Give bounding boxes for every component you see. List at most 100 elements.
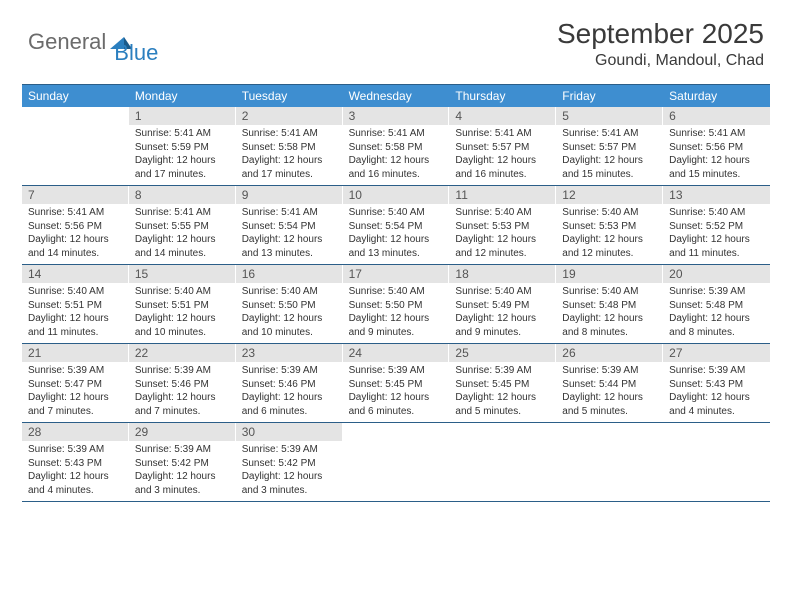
daylight-line: Daylight: 12 hours and 12 minutes. (455, 233, 550, 260)
calendar-day-cell: 27Sunrise: 5:39 AMSunset: 5:43 PMDayligh… (663, 344, 770, 422)
sunrise-line: Sunrise: 5:39 AM (562, 364, 657, 378)
calendar-week-row: 28Sunrise: 5:39 AMSunset: 5:43 PMDayligh… (22, 423, 770, 502)
sunset-line: Sunset: 5:56 PM (28, 220, 123, 234)
sunrise-line: Sunrise: 5:41 AM (242, 206, 337, 220)
day-number: 13 (663, 186, 770, 204)
day-number: 8 (129, 186, 236, 204)
day-details: Sunrise: 5:41 AMSunset: 5:56 PMDaylight:… (22, 204, 129, 264)
sunrise-line: Sunrise: 5:41 AM (135, 127, 230, 141)
sunset-line: Sunset: 5:48 PM (562, 299, 657, 313)
calendar-day-cell: 19Sunrise: 5:40 AMSunset: 5:48 PMDayligh… (556, 265, 663, 343)
weekday-header: Sunday (22, 85, 129, 107)
day-details: Sunrise: 5:39 AMSunset: 5:43 PMDaylight:… (22, 441, 129, 501)
calendar-day-cell: .. (556, 423, 663, 501)
day-details: Sunrise: 5:39 AMSunset: 5:42 PMDaylight:… (129, 441, 236, 501)
day-number: 5 (556, 107, 663, 125)
daylight-line: Daylight: 12 hours and 7 minutes. (28, 391, 123, 418)
calendar-day-cell: 5Sunrise: 5:41 AMSunset: 5:57 PMDaylight… (556, 107, 663, 185)
day-details: Sunrise: 5:41 AMSunset: 5:57 PMDaylight:… (449, 125, 556, 185)
sunset-line: Sunset: 5:42 PM (242, 457, 337, 471)
day-number: 28 (22, 423, 129, 441)
daylight-line: Daylight: 12 hours and 11 minutes. (28, 312, 123, 339)
calendar-day-cell: 16Sunrise: 5:40 AMSunset: 5:50 PMDayligh… (236, 265, 343, 343)
title-block: September 2025 Goundi, Mandoul, Chad (557, 18, 764, 70)
calendar-day-cell: 9Sunrise: 5:41 AMSunset: 5:54 PMDaylight… (236, 186, 343, 264)
calendar-day-cell: 10Sunrise: 5:40 AMSunset: 5:54 PMDayligh… (343, 186, 450, 264)
calendar-day-cell: 14Sunrise: 5:40 AMSunset: 5:51 PMDayligh… (22, 265, 129, 343)
day-number: 29 (129, 423, 236, 441)
sunset-line: Sunset: 5:58 PM (242, 141, 337, 155)
sunset-line: Sunset: 5:51 PM (135, 299, 230, 313)
calendar-week-row: 14Sunrise: 5:40 AMSunset: 5:51 PMDayligh… (22, 265, 770, 344)
weekday-header: Saturday (663, 85, 770, 107)
calendar-day-cell: .. (343, 423, 450, 501)
day-details: Sunrise: 5:40 AMSunset: 5:50 PMDaylight:… (236, 283, 343, 343)
daylight-line: Daylight: 12 hours and 13 minutes. (242, 233, 337, 260)
sunrise-line: Sunrise: 5:39 AM (669, 285, 764, 299)
daylight-line: Daylight: 12 hours and 8 minutes. (562, 312, 657, 339)
sunrise-line: Sunrise: 5:40 AM (135, 285, 230, 299)
sunrise-line: Sunrise: 5:39 AM (28, 364, 123, 378)
page-header: General Blue September 2025 Goundi, Mand… (0, 0, 792, 78)
calendar-day-cell: 29Sunrise: 5:39 AMSunset: 5:42 PMDayligh… (129, 423, 236, 501)
sunset-line: Sunset: 5:56 PM (669, 141, 764, 155)
day-number: 30 (236, 423, 343, 441)
day-details: Sunrise: 5:41 AMSunset: 5:59 PMDaylight:… (129, 125, 236, 185)
calendar-day-cell: 17Sunrise: 5:40 AMSunset: 5:50 PMDayligh… (343, 265, 450, 343)
calendar-day-cell: 22Sunrise: 5:39 AMSunset: 5:46 PMDayligh… (129, 344, 236, 422)
weekday-header-row: SundayMondayTuesdayWednesdayThursdayFrid… (22, 85, 770, 107)
calendar-day-cell: 28Sunrise: 5:39 AMSunset: 5:43 PMDayligh… (22, 423, 129, 501)
day-details: Sunrise: 5:40 AMSunset: 5:48 PMDaylight:… (556, 283, 663, 343)
calendar-week-row: 7Sunrise: 5:41 AMSunset: 5:56 PMDaylight… (22, 186, 770, 265)
day-details: Sunrise: 5:41 AMSunset: 5:55 PMDaylight:… (129, 204, 236, 264)
sunrise-line: Sunrise: 5:40 AM (349, 206, 444, 220)
day-details: Sunrise: 5:39 AMSunset: 5:46 PMDaylight:… (236, 362, 343, 422)
daylight-line: Daylight: 12 hours and 16 minutes. (455, 154, 550, 181)
day-number: 10 (343, 186, 450, 204)
calendar-day-cell: 23Sunrise: 5:39 AMSunset: 5:46 PMDayligh… (236, 344, 343, 422)
day-details: Sunrise: 5:40 AMSunset: 5:54 PMDaylight:… (343, 204, 450, 264)
sunset-line: Sunset: 5:47 PM (28, 378, 123, 392)
day-details: Sunrise: 5:40 AMSunset: 5:53 PMDaylight:… (556, 204, 663, 264)
daylight-line: Daylight: 12 hours and 9 minutes. (455, 312, 550, 339)
calendar-day-cell: 25Sunrise: 5:39 AMSunset: 5:45 PMDayligh… (449, 344, 556, 422)
calendar-day-cell: 18Sunrise: 5:40 AMSunset: 5:49 PMDayligh… (449, 265, 556, 343)
sunset-line: Sunset: 5:43 PM (669, 378, 764, 392)
daylight-line: Daylight: 12 hours and 6 minutes. (349, 391, 444, 418)
daylight-line: Daylight: 12 hours and 15 minutes. (562, 154, 657, 181)
sunrise-line: Sunrise: 5:41 AM (562, 127, 657, 141)
calendar-day-cell: .. (663, 423, 770, 501)
calendar-week-row: 21Sunrise: 5:39 AMSunset: 5:47 PMDayligh… (22, 344, 770, 423)
day-details: Sunrise: 5:40 AMSunset: 5:49 PMDaylight:… (449, 283, 556, 343)
day-number: 12 (556, 186, 663, 204)
calendar-day-cell: 13Sunrise: 5:40 AMSunset: 5:52 PMDayligh… (663, 186, 770, 264)
calendar-day-cell: 20Sunrise: 5:39 AMSunset: 5:48 PMDayligh… (663, 265, 770, 343)
sunrise-line: Sunrise: 5:40 AM (455, 206, 550, 220)
day-number: 24 (343, 344, 450, 362)
sunrise-line: Sunrise: 5:39 AM (242, 443, 337, 457)
sunrise-line: Sunrise: 5:39 AM (242, 364, 337, 378)
day-number: 19 (556, 265, 663, 283)
day-number: 23 (236, 344, 343, 362)
sunrise-line: Sunrise: 5:39 AM (135, 364, 230, 378)
calendar-day-cell: .. (449, 423, 556, 501)
sunset-line: Sunset: 5:57 PM (455, 141, 550, 155)
calendar: SundayMondayTuesdayWednesdayThursdayFrid… (22, 84, 770, 502)
calendar-day-cell: 3Sunrise: 5:41 AMSunset: 5:58 PMDaylight… (343, 107, 450, 185)
weekday-header: Thursday (449, 85, 556, 107)
calendar-day-cell: .. (22, 107, 129, 185)
day-number: 27 (663, 344, 770, 362)
sunrise-line: Sunrise: 5:41 AM (349, 127, 444, 141)
day-details: Sunrise: 5:40 AMSunset: 5:52 PMDaylight:… (663, 204, 770, 264)
weekday-header: Wednesday (343, 85, 450, 107)
calendar-day-cell: 4Sunrise: 5:41 AMSunset: 5:57 PMDaylight… (449, 107, 556, 185)
day-number: 22 (129, 344, 236, 362)
daylight-line: Daylight: 12 hours and 12 minutes. (562, 233, 657, 260)
daylight-line: Daylight: 12 hours and 4 minutes. (28, 470, 123, 497)
calendar-day-cell: 2Sunrise: 5:41 AMSunset: 5:58 PMDaylight… (236, 107, 343, 185)
day-details: Sunrise: 5:41 AMSunset: 5:56 PMDaylight:… (663, 125, 770, 185)
daylight-line: Daylight: 12 hours and 13 minutes. (349, 233, 444, 260)
calendar-day-cell: 24Sunrise: 5:39 AMSunset: 5:45 PMDayligh… (343, 344, 450, 422)
sunset-line: Sunset: 5:55 PM (135, 220, 230, 234)
calendar-day-cell: 8Sunrise: 5:41 AMSunset: 5:55 PMDaylight… (129, 186, 236, 264)
